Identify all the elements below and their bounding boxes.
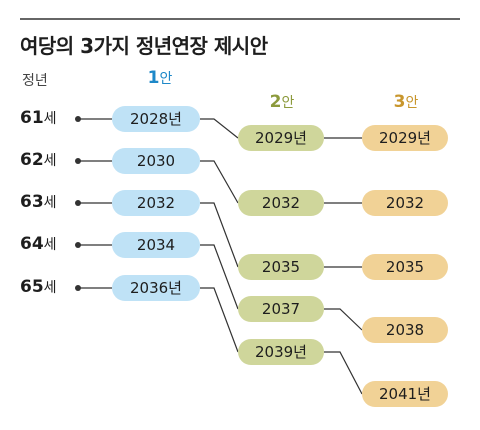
age-64-dot	[75, 242, 81, 248]
plan1-year-63: 2032	[112, 190, 200, 216]
age-62-dot	[75, 158, 81, 164]
plan-1-suffix: 안	[159, 71, 173, 87]
plan-3-suffix: 안	[405, 95, 419, 111]
plan-2-number: 2	[269, 92, 282, 112]
age-64: 64세	[20, 234, 57, 254]
plan-1-number: 1	[147, 68, 160, 88]
plan3-year-61: 2029년	[362, 125, 448, 151]
plan-3-number: 3	[393, 92, 406, 112]
age-61: 61세	[20, 108, 57, 128]
age-65: 65세	[20, 277, 57, 297]
age-61-dot	[75, 116, 81, 122]
plan1-year-65: 2036년	[112, 275, 200, 301]
plan1-to-plan2-link-61	[200, 118, 239, 139]
age-62: 62세	[20, 150, 57, 170]
age-63-dot	[75, 200, 81, 206]
plan1-to-plan2-link-65	[200, 287, 239, 353]
plan1-to-plan2-link-64	[200, 244, 239, 310]
plan2-year-63: 2035	[238, 254, 324, 280]
plan2-year-61: 2029년	[238, 125, 324, 151]
plan2-year-62: 2032	[238, 190, 324, 216]
plan1-year-62: 2030	[112, 148, 200, 174]
diagram-title: 여당의 3가지 정년연장 제시안	[20, 34, 268, 58]
age-column-header: 정년	[22, 73, 48, 89]
age-63: 63세	[20, 192, 57, 212]
plan2-year-65: 2039년	[238, 339, 324, 365]
plan3-year-64: 2038	[362, 317, 448, 343]
plan-1-header: 1안	[120, 68, 200, 88]
plan1-year-64: 2034	[112, 232, 200, 258]
plan3-year-63: 2035	[362, 254, 448, 280]
age-65-dot	[75, 285, 81, 291]
plan3-year-62: 2032	[362, 190, 448, 216]
plan3-year-65: 2041년	[362, 381, 448, 407]
plan1-to-plan2-link-63	[200, 202, 239, 268]
plan-2-suffix: 안	[281, 95, 295, 111]
top-rule	[20, 18, 460, 20]
plan1-year-61: 2028년	[112, 106, 200, 132]
plan2-to-plan3-link-64	[324, 308, 363, 331]
plan-3-header: 3안	[366, 92, 446, 112]
plan2-year-64: 2037	[238, 296, 324, 322]
plan-2-header: 2안	[242, 92, 322, 112]
plan2-to-plan3-link-65	[324, 351, 363, 395]
plan1-to-plan2-link-62	[200, 160, 239, 204]
